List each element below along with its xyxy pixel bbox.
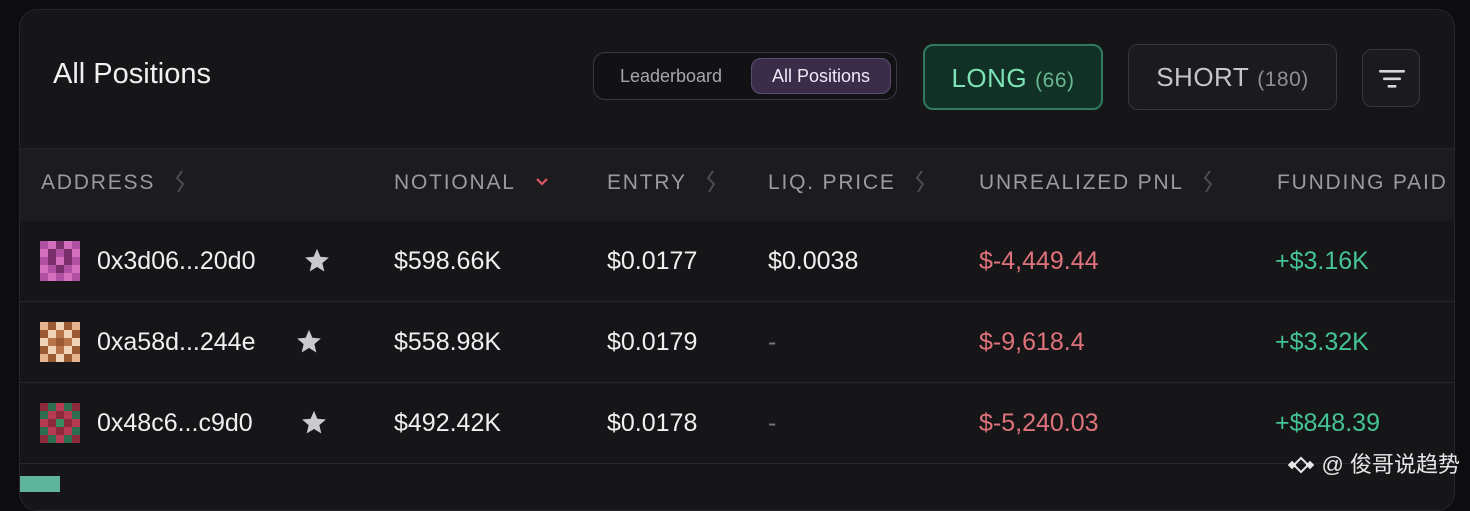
avatar [20,476,60,492]
liq-price-value: - [768,409,777,437]
table-header: ADDRESS NOTIONAL ENTRY LIQ. PRICE UNREAL… [20,148,1454,221]
filter-button[interactable] [1362,49,1420,107]
watermark: @ 俊哥说趋势 [1287,448,1460,482]
sort-icon [175,170,185,193]
avatar [40,322,80,362]
col-entry-label: ENTRY [607,171,687,194]
liq-price-value: $0.0038 [768,247,859,275]
sort-icon [916,170,925,193]
notional-value: $598.66K [394,247,502,275]
sort-icon [706,170,716,193]
col-funding-paid[interactable]: FUNDING PAID [1277,149,1448,221]
pnl-value: $-5,240.03 [979,409,1099,437]
long-button[interactable]: LONG (66) [923,44,1103,110]
long-label: LONG [951,63,1028,93]
toggle-leaderboard[interactable]: Leaderboard [619,66,723,86]
toggle-all-positions[interactable]: All Positions [751,58,891,94]
funding-value: +$848.39 [1275,409,1380,437]
pnl-value: $-4,449.44 [979,247,1099,275]
funding-value: +$3.16K [1275,247,1369,275]
col-notional[interactable]: NOTIONAL [394,149,549,221]
star-icon[interactable] [300,409,328,436]
sort-icon [1203,170,1213,193]
filter-icon [1379,70,1405,88]
star-icon[interactable] [295,328,323,355]
entry-value: $0.0177 [607,247,698,275]
col-funding-paid-label: FUNDING PAID [1277,171,1448,194]
col-unrealized-pnl-label: UNREALIZED PNL [979,171,1184,194]
address-link[interactable]: 0x48c6...c9d0 [97,409,253,437]
watermark-text: @ 俊哥说趋势 [1321,452,1460,477]
notional-value: $492.42K [394,409,502,437]
pnl-value: $-9,618.4 [979,328,1085,356]
col-notional-label: NOTIONAL [394,171,515,194]
long-count: (66) [1035,69,1075,92]
notional-value: $558.98K [394,328,502,356]
funding-value: +$3.32K [1275,328,1369,356]
sort-desc-icon [535,178,548,186]
view-toggle: Leaderboard All Positions [593,52,897,100]
col-liq-price-label: LIQ. PRICE [768,171,896,194]
table-row[interactable]: 0xa58d...244e $558.98K $0.0179 - $-9,618… [20,302,1454,383]
page-title: All Positions [53,58,211,90]
short-label: SHORT [1156,62,1250,92]
entry-value: $0.0178 [607,409,698,437]
col-liq-price[interactable]: LIQ. PRICE [768,149,925,221]
liq-price-value: - [768,328,777,356]
short-button[interactable]: SHORT (180) [1128,44,1337,110]
address-link[interactable]: 0xa58d...244e [97,328,256,356]
panel-header: All Positions Leaderboard All Positions … [20,10,1454,146]
short-count: (180) [1257,68,1309,91]
col-address[interactable]: ADDRESS [41,149,185,221]
col-address-label: ADDRESS [41,171,156,194]
positions-panel: All Positions Leaderboard All Positions … [19,9,1455,511]
avatar [40,403,80,443]
star-icon[interactable] [303,247,331,274]
avatar [40,241,80,281]
diamond-logo-icon [1287,456,1314,474]
entry-value: $0.0179 [607,328,698,356]
col-entry[interactable]: ENTRY [607,149,716,221]
col-unrealized-pnl[interactable]: UNREALIZED PNL [979,149,1213,221]
table-row[interactable]: 0x48c6...c9d0 $492.42K $0.0178 - $-5,240… [20,383,1454,464]
table-row[interactable]: 0x3d06...20d0 $598.66K $0.0177 $0.0038 $… [20,221,1454,302]
address-link[interactable]: 0x3d06...20d0 [97,247,256,275]
